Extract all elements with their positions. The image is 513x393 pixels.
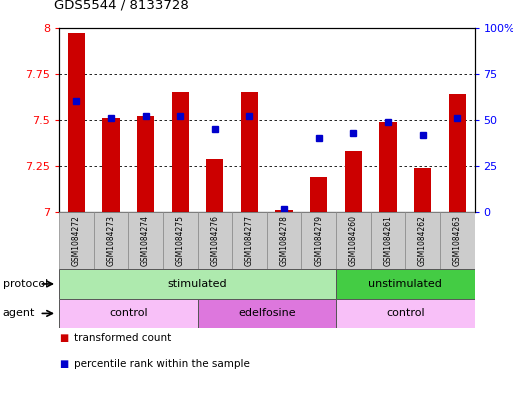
Bar	[405, 212, 440, 269]
Bar	[336, 299, 475, 328]
Bar	[310, 177, 327, 212]
Text: GSM1084263: GSM1084263	[452, 215, 462, 266]
Text: ■: ■	[59, 333, 68, 343]
Bar	[59, 212, 93, 269]
Text: GSM1084277: GSM1084277	[245, 215, 254, 266]
Text: transformed count: transformed count	[74, 333, 172, 343]
Text: GSM1084262: GSM1084262	[418, 215, 427, 266]
Bar	[379, 122, 397, 212]
Text: control: control	[386, 309, 425, 318]
Bar	[198, 299, 336, 328]
Bar	[59, 269, 336, 299]
Text: ■: ■	[59, 358, 68, 369]
Bar	[232, 212, 267, 269]
Bar	[68, 33, 85, 212]
Bar	[59, 299, 198, 328]
Text: GSM1084278: GSM1084278	[280, 215, 289, 266]
Bar	[198, 212, 232, 269]
Text: unstimulated: unstimulated	[368, 279, 442, 289]
Text: GSM1084275: GSM1084275	[175, 215, 185, 266]
Bar	[267, 212, 301, 269]
Bar	[206, 159, 224, 212]
Text: percentile rank within the sample: percentile rank within the sample	[74, 358, 250, 369]
Text: GSM1084260: GSM1084260	[349, 215, 358, 266]
Text: protocol: protocol	[3, 279, 48, 289]
Text: GSM1084261: GSM1084261	[383, 215, 392, 266]
Bar	[336, 269, 475, 299]
Bar	[171, 92, 189, 212]
Bar	[370, 212, 405, 269]
Text: GSM1084279: GSM1084279	[314, 215, 323, 266]
Bar	[301, 212, 336, 269]
Bar	[440, 212, 475, 269]
Bar	[128, 212, 163, 269]
Bar	[93, 212, 128, 269]
Text: GSM1084273: GSM1084273	[106, 215, 115, 266]
Text: GSM1084272: GSM1084272	[72, 215, 81, 266]
Text: GSM1084276: GSM1084276	[210, 215, 220, 266]
Bar	[336, 212, 370, 269]
Bar	[163, 212, 198, 269]
Bar	[241, 92, 258, 212]
Text: GSM1084274: GSM1084274	[141, 215, 150, 266]
Text: control: control	[109, 309, 148, 318]
Bar	[137, 116, 154, 212]
Bar	[275, 210, 293, 212]
Text: edelfosine: edelfosine	[238, 309, 295, 318]
Bar	[414, 168, 431, 212]
Bar	[102, 118, 120, 212]
Text: stimulated: stimulated	[168, 279, 227, 289]
Bar	[448, 94, 466, 212]
Bar	[345, 151, 362, 212]
Text: GDS5544 / 8133728: GDS5544 / 8133728	[54, 0, 189, 12]
Text: agent: agent	[3, 309, 35, 318]
